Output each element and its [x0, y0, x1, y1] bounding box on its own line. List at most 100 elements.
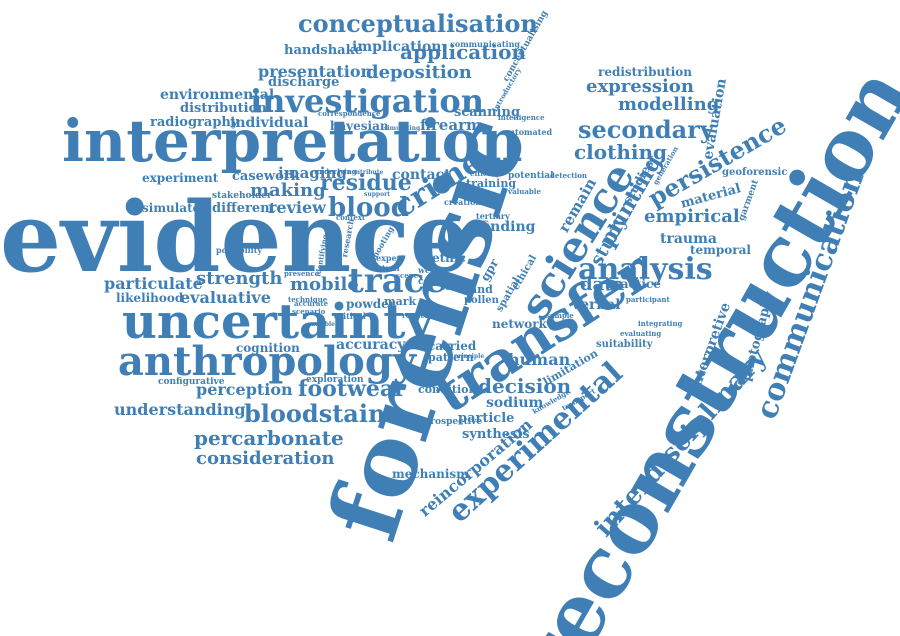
word-temporal: temporal: [690, 243, 751, 257]
word-exploration: exploration: [306, 375, 364, 385]
word-hand: hand: [462, 283, 493, 296]
word-individual: individual: [230, 115, 309, 131]
word-radiography: radiography: [150, 115, 239, 130]
word-sample: sample: [546, 311, 574, 320]
word-correspondence: correspondence: [318, 109, 381, 118]
word-decision: decision: [478, 374, 572, 398]
word-trace: trace: [348, 261, 446, 301]
word-pollen: pollen: [464, 295, 499, 306]
word-practice: practice: [606, 277, 661, 291]
word-virtual: virtual: [370, 263, 400, 273]
word-powder: powder: [346, 297, 396, 311]
word-scene: scene: [396, 271, 419, 280]
word-accuracy: accuracy: [336, 337, 406, 353]
word-implication: implication: [352, 39, 442, 55]
word-blood: blood: [328, 193, 409, 223]
word-bloodstain: bloodstain: [244, 399, 386, 428]
word-tertiary: tertiary: [476, 211, 510, 221]
word-prospective: prospective: [424, 417, 483, 427]
word-empirical: empirical: [644, 206, 740, 227]
word-review: review: [268, 198, 326, 217]
word-discharge: discharge: [268, 75, 340, 90]
word-application: application: [400, 40, 526, 64]
word-verbal: verbal: [572, 297, 621, 313]
word-context: context: [336, 213, 366, 222]
word-cell: cell: [418, 277, 437, 287]
word-scanning: scanning: [454, 105, 521, 120]
word-scale: scale: [440, 283, 466, 293]
word-redistribution: redistribution: [598, 65, 693, 79]
word-stakeholder: stakeholder: [212, 191, 272, 201]
word-replica: replica: [402, 311, 430, 320]
word-experiment: experiment: [142, 171, 219, 185]
word-contact: contact: [392, 167, 451, 183]
word-secondary: secondary: [578, 115, 714, 144]
word-different: different: [212, 201, 276, 216]
word-detection: detection: [550, 171, 587, 180]
word-analysis: analysis: [578, 252, 713, 287]
word-presentation: presentation: [258, 62, 373, 81]
word-support: support: [364, 191, 391, 198]
word-data: data: [580, 274, 625, 295]
word-distribution: distribution: [180, 101, 267, 116]
word-valuable: valuable: [508, 187, 541, 196]
word-trauma: trauma: [660, 231, 717, 247]
word-handshake: handshake: [284, 43, 363, 58]
word-condition: condition: [418, 383, 477, 396]
word-conceptualisation: conceptualisation: [298, 9, 538, 38]
word-expert: expert: [376, 253, 405, 263]
word-expression: expression: [586, 76, 694, 97]
word-strength: strength: [196, 268, 283, 289]
word-creation: creation: [444, 197, 482, 207]
word-consideration: consideration: [196, 448, 335, 469]
word-mark: mark: [384, 295, 417, 308]
word-synthesis: synthesis: [462, 427, 530, 442]
word-potential: potential: [508, 171, 554, 181]
word-integrating: integrating: [638, 319, 683, 328]
word-training: training: [466, 177, 517, 190]
word-casework: casework: [232, 169, 300, 184]
word-mobile: mobile: [290, 274, 359, 295]
word-making: making: [250, 180, 326, 201]
word-imaging: imaging: [278, 164, 347, 182]
word-particulate: particulate: [104, 274, 203, 293]
word-geoforensic: geoforensic: [722, 167, 788, 178]
word-carried: carried: [428, 339, 477, 353]
word-likelihood: likelihood: [116, 291, 184, 305]
word-environmental: environmental: [160, 87, 275, 103]
word-anthropology: anthropology: [118, 338, 417, 385]
word-particle: particle: [458, 411, 515, 426]
word-evaluative: evaluative: [180, 288, 271, 307]
word-firearm: firearm: [420, 116, 482, 134]
word-interpretation: interpretation: [62, 107, 523, 175]
word-percarbonate: percarbonate: [194, 426, 344, 450]
word-ethic: ethic: [432, 251, 466, 265]
word-automated: automated: [504, 127, 553, 137]
word-principle: principle: [454, 353, 485, 360]
word-participant: participant: [626, 295, 670, 304]
word-bayesian: bayesian: [330, 119, 389, 133]
word-presence: presence: [284, 269, 320, 278]
word-intelligence: intelligence: [498, 113, 545, 122]
word-possibility: possibility: [216, 245, 263, 255]
word-perception: perception: [196, 380, 293, 399]
word-scenario: scenario: [292, 307, 326, 316]
word-finding: finding: [480, 219, 536, 235]
word-mechanism: mechanism: [392, 467, 469, 481]
word-efficacy: efficacy: [470, 169, 500, 178]
word-technique: technique: [288, 295, 328, 304]
word-network: network: [492, 317, 547, 331]
word-simulated: simulated: [142, 201, 209, 215]
word-cognition: cognition: [236, 341, 300, 355]
word-investigation: investigation: [250, 82, 484, 120]
word-contribute: contribute: [348, 169, 384, 176]
word-configurative: configurative: [158, 377, 225, 387]
word-pattern: pattern: [428, 351, 474, 364]
word-human: human: [508, 350, 571, 369]
word-sodium: sodium: [486, 395, 544, 411]
word-suitability: suitability: [596, 339, 653, 350]
word-clothing: clothing: [574, 140, 668, 164]
word-deposition: deposition: [366, 62, 472, 83]
word-footwear: footwear: [298, 376, 406, 402]
